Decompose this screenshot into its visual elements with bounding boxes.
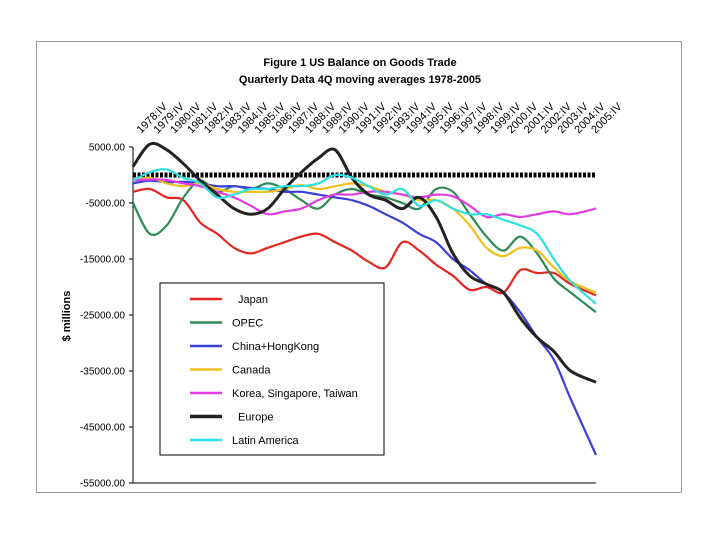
y-tick-label: -55000.00	[80, 479, 125, 490]
y-tick-label: -45000.00	[80, 423, 125, 434]
series-line-canada	[132, 176, 597, 294]
legend-label-japan: Japan	[238, 294, 268, 306]
y-tick-label: -15000.00	[80, 255, 125, 266]
series-lines	[131, 141, 598, 456]
y-axis-label: $ millions	[61, 291, 73, 342]
chart-title: Figure 1 US Balance on Goods Trade	[263, 57, 456, 69]
series-line-latin-america	[132, 168, 597, 305]
legend-label-china-hongkong: China+HongKong	[232, 341, 319, 353]
series-line-europe	[131, 141, 597, 384]
y-tick-label: -5000.00	[86, 199, 126, 210]
legend-label-europe: Europe	[238, 412, 273, 424]
chart-subtitle: Quarterly Data 4Q moving averages 1978-2…	[239, 74, 481, 86]
y-tick-label: -25000.00	[80, 311, 125, 322]
y-tick-labels: 5000.00 -5000.00 -15000.00 -25000.00 -35000.…	[80, 143, 133, 490]
x-tick-labels: 1978:IV1979:IV1980:IV1981:IV1982:IV1983:…	[135, 100, 625, 136]
chart-frame	[36, 41, 682, 493]
legend: Japan OPEC China+HongKong Canada Korea, Sing…	[159, 282, 385, 456]
series-line-japan	[132, 187, 597, 297]
legend-items: Japan OPEC China+HongKong Canada Korea, Sing…	[190, 294, 358, 447]
legend-label-canada: Canada	[232, 365, 271, 377]
legend-label-korea-singapore-taiwan: Korea, Singapore, Taiwan	[232, 388, 358, 400]
legend-label-latin-america: Latin America	[232, 435, 300, 447]
y-tick-label: 5000.00	[89, 143, 126, 154]
legend-label-opec: OPEC	[232, 318, 263, 330]
y-tick-label: -35000.00	[80, 367, 125, 378]
